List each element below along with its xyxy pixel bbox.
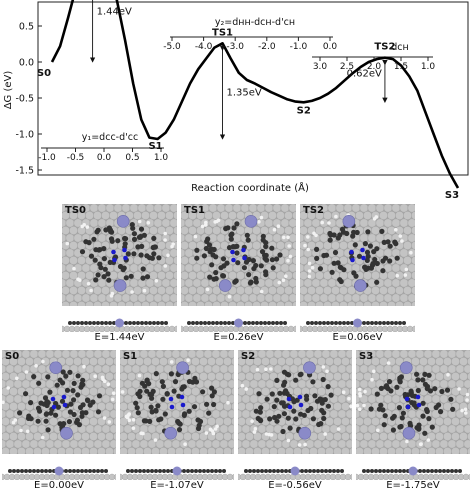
barrier-label: 1.35eV xyxy=(227,88,262,99)
structure-label: TS0 xyxy=(65,205,86,216)
structure-panel-s2: S2 xyxy=(238,350,352,454)
sub-axis-2-label: y₂=dʜʜ-dᴄʜ-d'ᴄʜ xyxy=(215,17,295,28)
barrier-label: 1.44eV xyxy=(97,7,132,18)
x-axis-label: Reaction coordinate (Å) xyxy=(191,181,309,194)
state-label-ts2: TS2 xyxy=(374,42,395,53)
sub-axis-tick-label: -4.0 xyxy=(195,42,213,52)
energy-label: E=0.26eV xyxy=(213,332,264,343)
energy-label: E=-1.07eV xyxy=(150,480,204,491)
structure-label: S1 xyxy=(123,351,138,362)
plot-frame xyxy=(37,1,469,176)
structure-panel-s1: S1 xyxy=(120,350,234,454)
structure-label: TS1 xyxy=(184,205,205,216)
state-label-s3: S3 xyxy=(445,190,459,201)
structure-panel-ts1: TS1 xyxy=(181,204,296,306)
state-label-s2: S2 xyxy=(297,105,311,116)
sub-axis-1: -1.0 -0.5 0.0 0.5 1.0 y₁=dᴄᴄ-d'ᴄᴄ xyxy=(38,132,168,163)
state-label-s0: S0 xyxy=(37,68,51,79)
structure-panel-s3: S3 xyxy=(356,350,470,454)
sub-axis-tick-label: 3.0 xyxy=(313,62,328,72)
sub-axis-tick-label: -1.0 xyxy=(38,153,56,163)
side-view xyxy=(300,312,415,332)
sub-axis-tick-label: 2.5 xyxy=(340,62,354,72)
energy-label: E=0.00eV xyxy=(34,480,84,491)
sub-axis-tick-label: 0.0 xyxy=(97,153,112,163)
energy-profile-chart: 1.51.00.50.0-0.5-1.0-1.5 ΔG (eV) Reactio… xyxy=(3,0,469,201)
structure-label: S2 xyxy=(241,351,256,362)
sub-axis-tick-label: 0.0 xyxy=(323,42,338,52)
side-view xyxy=(2,460,116,480)
sub-axis-tick-label: 0.5 xyxy=(125,153,139,163)
sub-axis-tick-label: -5.0 xyxy=(163,42,181,52)
state-label-ts1: TS1 xyxy=(212,27,233,38)
side-view xyxy=(62,312,177,332)
energy-label: E=1.44eV xyxy=(94,332,145,343)
energy-label: E=-0.56eV xyxy=(268,480,322,491)
y-tick-label: -1.0 xyxy=(15,130,34,141)
energy-label: E=-1.75eV xyxy=(386,480,440,491)
sub-axis-tick-label: -0.5 xyxy=(67,153,85,163)
sub-axis-2: -5.0 -4.0 -3.0 -2.0 -1.0 0.0 y₂=dʜʜ-dᴄʜ-d'ᴄʜ xyxy=(163,17,337,52)
sub-axis-tick-label: 2.0 xyxy=(367,62,382,72)
structure-panel-s0: S0 xyxy=(2,350,116,454)
sub-axis-tick-label: -2.0 xyxy=(258,42,276,52)
y-tick-label: 0.0 xyxy=(19,58,34,69)
barrier-label: 0.62eV xyxy=(347,69,382,80)
structure-label: S0 xyxy=(5,351,20,362)
structure-label: TS2 xyxy=(303,205,324,216)
structure-label: S3 xyxy=(359,351,374,362)
y-tick-label: -0.5 xyxy=(15,94,34,105)
y-tick-label: 0.5 xyxy=(19,22,34,33)
y-tick-label: -1.5 xyxy=(15,166,34,177)
sub-axis-1-label: y₁=dᴄᴄ-d'ᴄᴄ xyxy=(82,132,138,143)
free-energy-curve xyxy=(50,0,460,189)
side-view xyxy=(356,460,470,480)
y-axis-label: ΔG (eV) xyxy=(3,71,14,110)
state-label-s1: S1 xyxy=(148,141,162,152)
structure-panel-ts2: TS2 xyxy=(300,204,415,306)
side-view xyxy=(181,312,296,332)
sub-axis-tick-label: 1.0 xyxy=(421,62,436,72)
sub-axis-tick-label: 1.0 xyxy=(154,153,169,163)
y-axis: 1.51.00.50.0-0.5-1.0-1.5 xyxy=(15,22,42,177)
structure-panel-ts0: TS0 xyxy=(62,204,177,306)
sub-axis-3-label: dᴄʜ xyxy=(391,42,408,53)
energy-label: E=0.06eV xyxy=(332,332,383,343)
sub-axis-tick-label: -3.0 xyxy=(226,42,244,52)
sub-axis-tick-label: -1.0 xyxy=(290,42,308,52)
side-view xyxy=(120,460,234,480)
side-view xyxy=(238,460,352,480)
